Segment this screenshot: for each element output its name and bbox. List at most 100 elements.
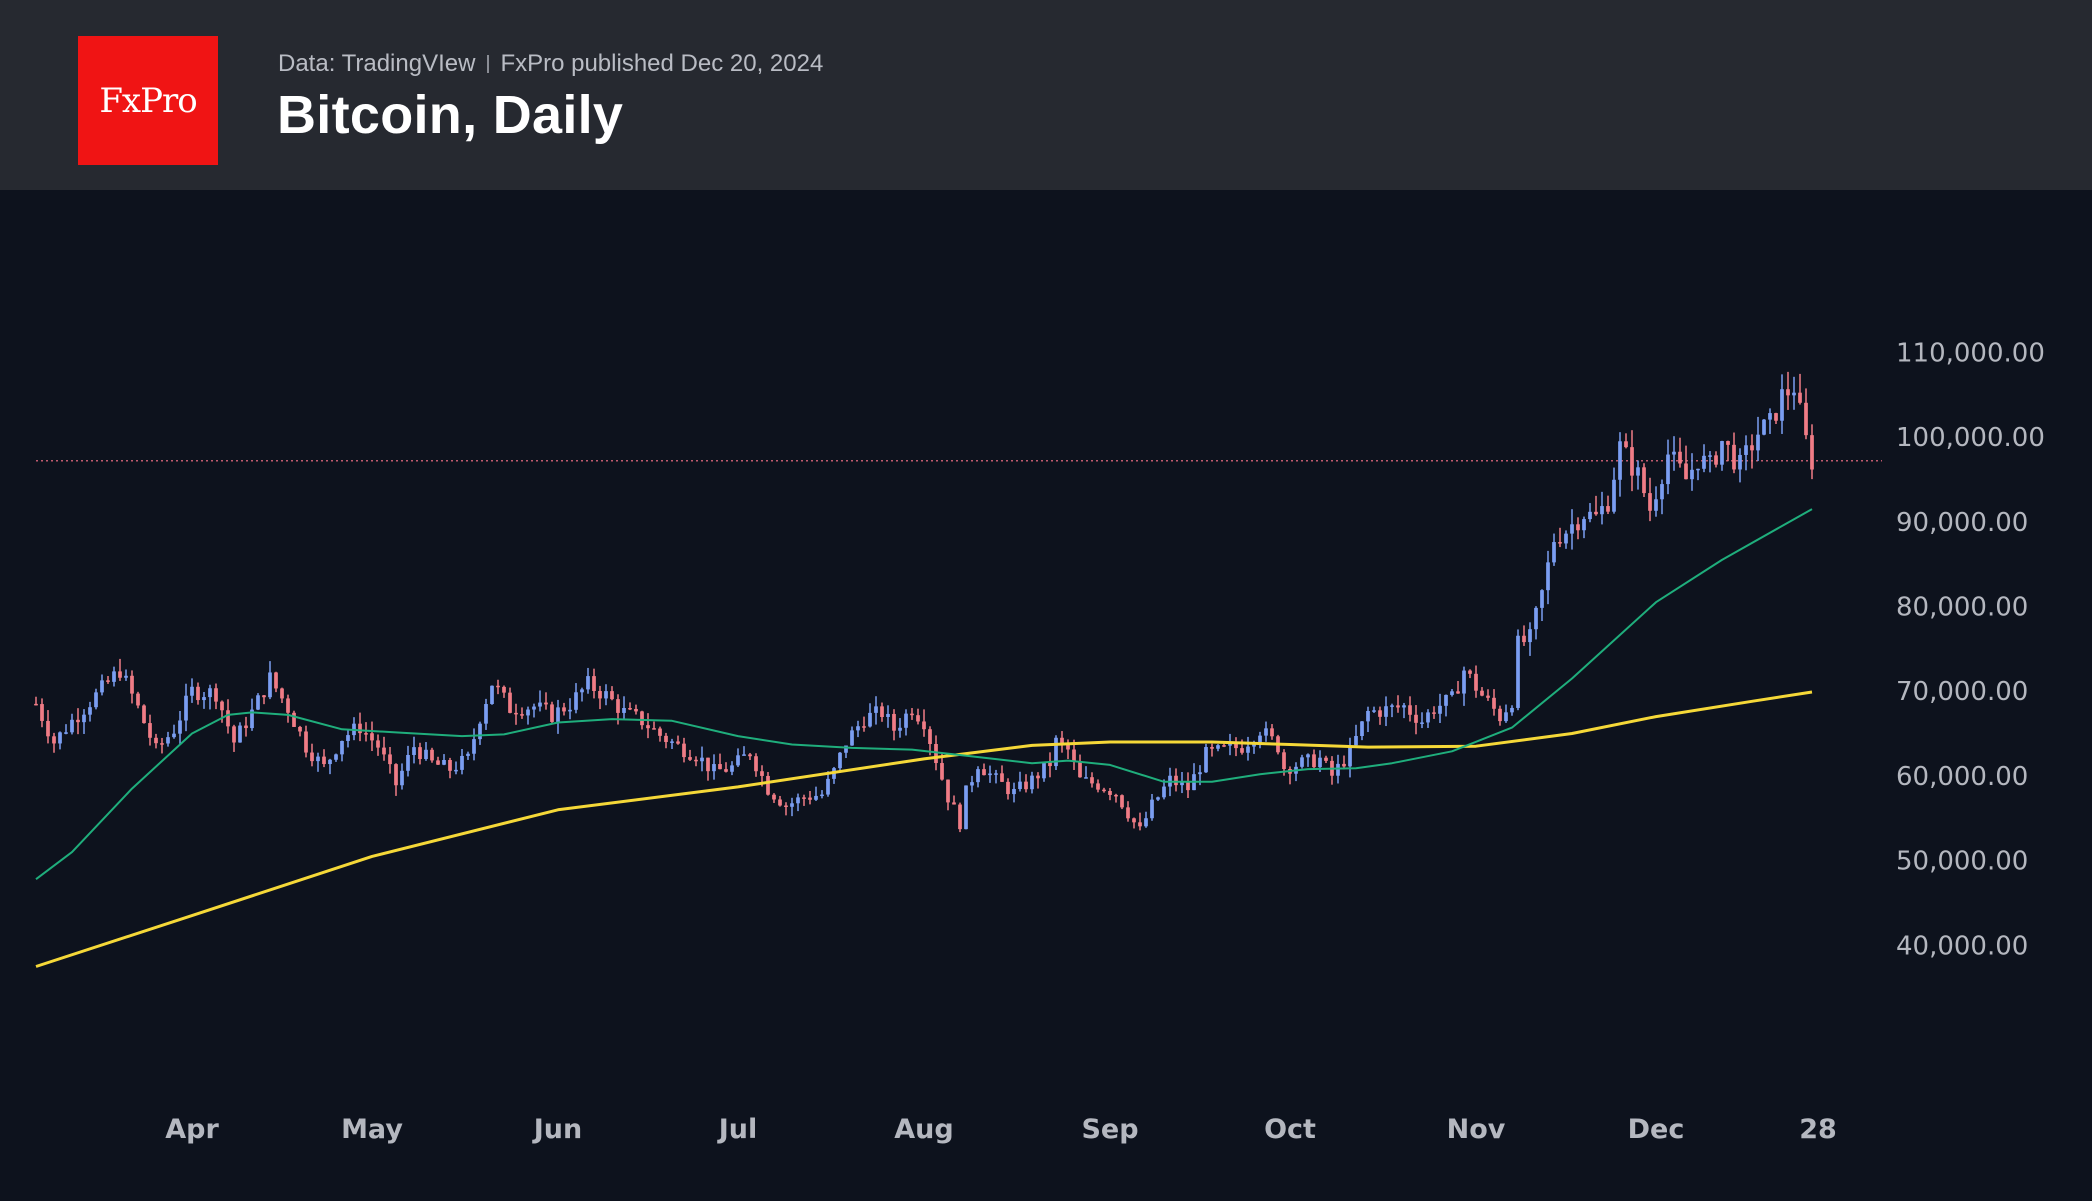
- candle-up: [826, 778, 830, 795]
- candle-down: [1090, 777, 1094, 784]
- candle-down: [1108, 791, 1112, 795]
- candle-up: [1384, 706, 1388, 717]
- candle-up: [1306, 754, 1310, 758]
- candle-up: [1084, 777, 1088, 779]
- separator: [487, 55, 490, 73]
- candle-up: [454, 769, 458, 772]
- candle-up: [580, 689, 584, 693]
- candle-down: [136, 693, 140, 706]
- candle-down: [1210, 747, 1214, 749]
- candle-down: [910, 713, 914, 716]
- candle-down: [1378, 710, 1382, 717]
- candle-up: [574, 692, 578, 710]
- candle-up: [178, 720, 182, 734]
- candle-down: [34, 703, 38, 706]
- y-tick-label: 60,000.00: [1896, 762, 2028, 792]
- x-tick-label: Jun: [532, 1114, 583, 1145]
- candle-up: [1360, 721, 1364, 737]
- candle-down: [76, 719, 80, 723]
- candle-down: [1576, 524, 1580, 531]
- candle-up: [526, 709, 530, 716]
- candle-down: [418, 747, 422, 760]
- candle-up: [1438, 705, 1442, 714]
- candle-down: [1270, 728, 1274, 737]
- candle-down: [244, 725, 248, 729]
- candle-down: [706, 757, 710, 772]
- x-tick-label: Aug: [894, 1114, 953, 1145]
- candle-up: [1366, 710, 1370, 722]
- candle-up: [1564, 533, 1568, 544]
- candle-up: [1534, 607, 1538, 630]
- candle-down: [598, 691, 602, 699]
- candle-up: [1216, 745, 1220, 749]
- candle-down: [916, 715, 920, 722]
- candle-up: [856, 726, 860, 731]
- candle-down: [748, 754, 752, 757]
- candle-down: [1774, 413, 1778, 421]
- candle-up: [412, 747, 416, 755]
- y-tick-label: 100,000.00: [1896, 423, 2045, 453]
- candle-up: [1144, 818, 1148, 827]
- candle-up: [622, 707, 626, 713]
- candle-down: [646, 725, 650, 729]
- y-tick-label: 50,000.00: [1896, 847, 2028, 877]
- y-tick-label: 70,000.00: [1896, 677, 2028, 707]
- candle-down: [226, 710, 230, 727]
- candle-up: [886, 713, 890, 718]
- candle-down: [1714, 455, 1718, 465]
- candle-up: [472, 739, 476, 754]
- candle-down: [958, 804, 962, 830]
- chart-area[interactable]: 40,000.00 50,000.00 60,000.00 70,000.00 80,0…: [0, 190, 2092, 1196]
- candle-down: [1594, 511, 1598, 515]
- candle-up: [406, 754, 410, 771]
- candle-down: [520, 714, 524, 716]
- candle-up: [1696, 468, 1700, 471]
- candle-down: [628, 707, 632, 710]
- x-tick-label: 28: [1799, 1114, 1837, 1145]
- candle-down: [1798, 392, 1802, 403]
- candle-down: [688, 757, 692, 760]
- candle-down: [766, 775, 770, 795]
- candle-down: [652, 728, 656, 730]
- candle-down: [1414, 714, 1418, 723]
- candle-down: [676, 741, 680, 744]
- candle-down: [382, 747, 386, 755]
- x-tick-label: May: [341, 1114, 403, 1145]
- candle-down: [862, 726, 866, 728]
- candle-up: [1660, 484, 1664, 500]
- candle-down: [1234, 743, 1238, 749]
- price-chart[interactable]: 40,000.00 50,000.00 60,000.00 70,000.00 80,0…: [0, 190, 2092, 1196]
- candle-down: [1480, 690, 1484, 696]
- candle-up: [1198, 772, 1202, 775]
- fxpro-logo[interactable]: FxPro: [78, 36, 218, 165]
- y-tick-label: 40,000.00: [1896, 931, 2028, 961]
- candle-down: [784, 805, 788, 808]
- candle-up: [238, 725, 242, 743]
- logo-text: FxPro: [99, 80, 197, 121]
- candle-up: [250, 709, 254, 729]
- candle-up: [1390, 705, 1394, 707]
- candle-down: [778, 799, 782, 806]
- candle-down: [658, 728, 662, 736]
- candle-up: [1450, 691, 1454, 695]
- candle-down: [1630, 447, 1634, 476]
- candle-down: [310, 752, 314, 762]
- candle-down: [1240, 748, 1244, 753]
- candle-down: [130, 675, 134, 694]
- candle-down: [1804, 402, 1808, 436]
- candle-down: [1282, 752, 1286, 769]
- candle-up: [988, 773, 992, 776]
- candle-down: [436, 760, 440, 765]
- candle-up: [1018, 781, 1022, 790]
- candle-down: [1522, 635, 1526, 643]
- candle-down: [1132, 818, 1136, 823]
- candle-down: [430, 749, 434, 761]
- candle-down: [1726, 441, 1730, 445]
- candle-up: [208, 688, 212, 698]
- candle-up: [700, 757, 704, 762]
- candle-down: [724, 769, 728, 772]
- candle-down: [562, 707, 566, 712]
- candle-down: [40, 704, 44, 721]
- candle-up: [1618, 441, 1622, 480]
- candle-up: [190, 686, 194, 696]
